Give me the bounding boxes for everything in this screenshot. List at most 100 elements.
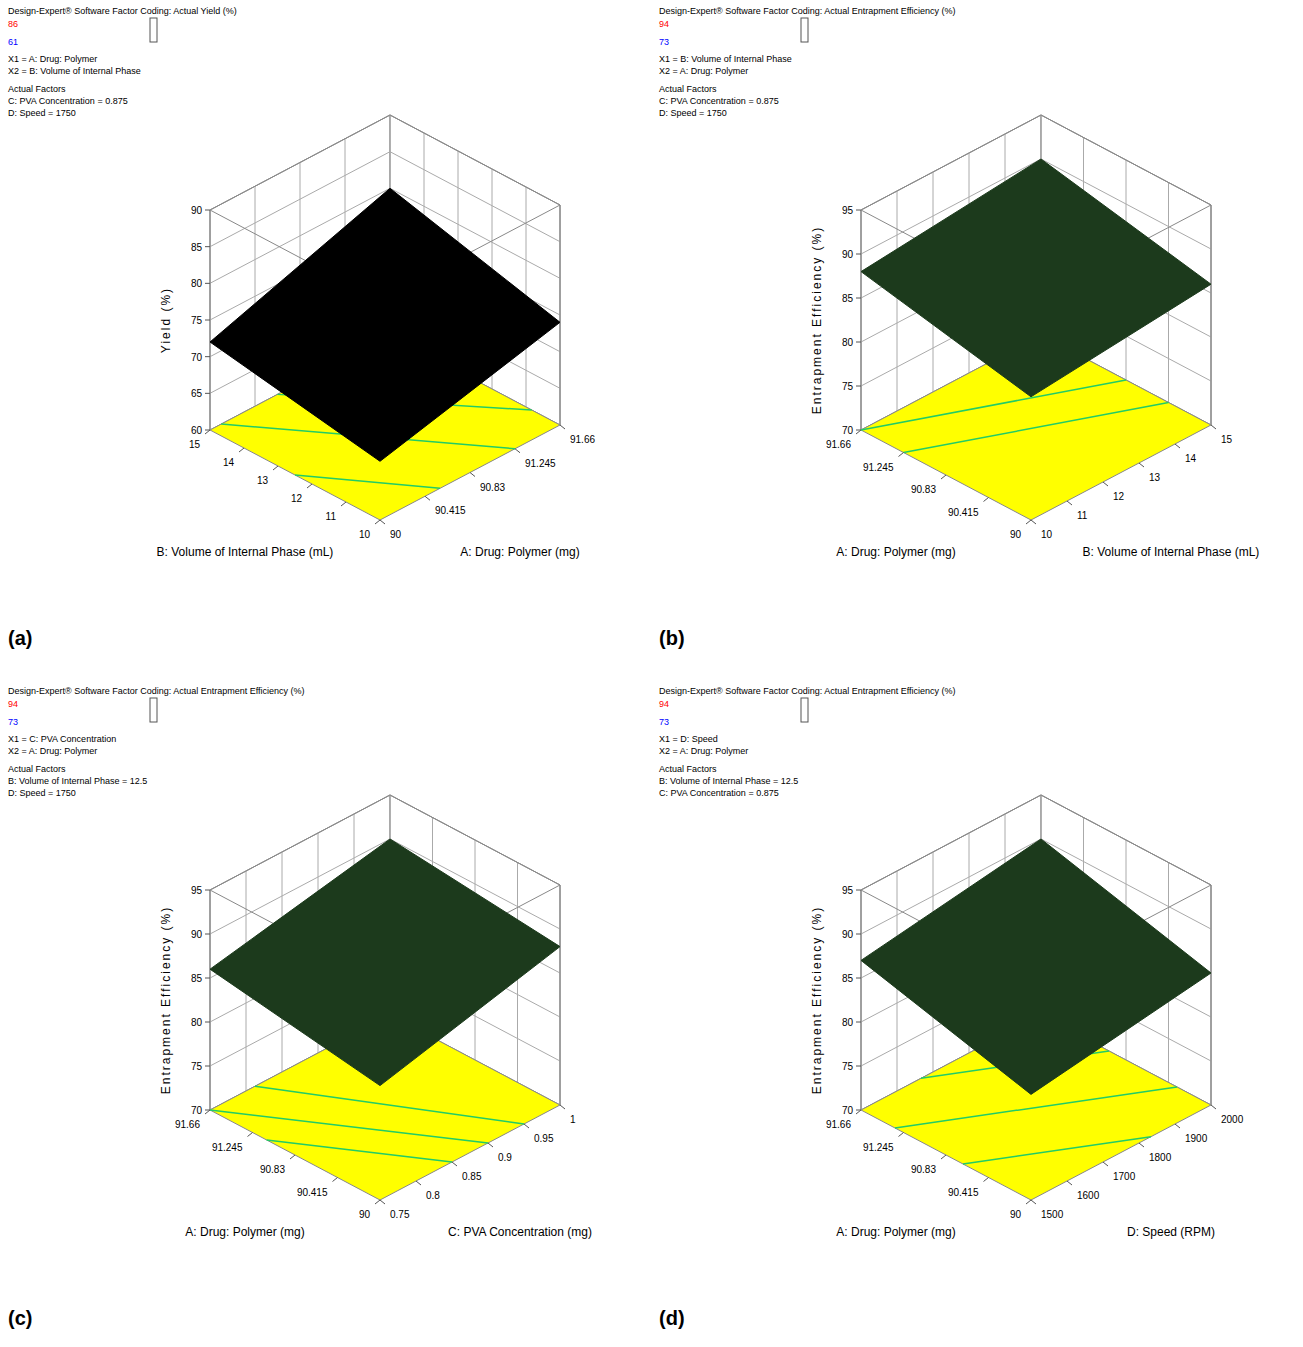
header: Design-Expert® Software Factor Coding: A… <box>659 686 956 696</box>
tick-label: 90 <box>191 205 203 216</box>
tick-label: 80 <box>191 1017 203 1028</box>
tick <box>205 246 210 247</box>
actual-factors-title: Actual Factors <box>659 84 717 94</box>
tick <box>205 356 210 357</box>
tick-label: 14 <box>223 457 235 468</box>
axis-title: A: Drug: Polymer (mg) <box>460 545 579 559</box>
tick-label: 75 <box>191 1061 203 1072</box>
tick <box>856 1066 861 1067</box>
tick <box>452 1162 457 1166</box>
tick <box>488 1143 493 1147</box>
tick-label: 90.415 <box>435 505 466 516</box>
box-edge <box>1211 205 1212 425</box>
factor-x2: X2 = A: Drug: Polymer <box>659 66 748 76</box>
surface-group <box>210 188 560 461</box>
tick-label: 90 <box>359 1209 371 1220</box>
axis-title: D: Speed (RPM) <box>1127 1225 1215 1239</box>
tick <box>1175 1124 1180 1128</box>
tick <box>1031 1200 1036 1204</box>
header: Design-Expert® Software Factor Coding: A… <box>8 6 237 16</box>
grid-line <box>560 885 561 1105</box>
axis-title: C: PVA Concentration (mg) <box>448 1225 592 1239</box>
tick-label: 95 <box>842 205 854 216</box>
panel-letter: (c) <box>8 1307 32 1329</box>
panel: Design-Expert® Software Factor Coding: A… <box>659 686 1244 1329</box>
tick <box>899 453 904 457</box>
colorbar-max: 86 <box>8 19 18 29</box>
tick <box>333 1178 338 1182</box>
colorbar-min: 73 <box>659 37 669 47</box>
tick <box>856 342 861 343</box>
figure: Design-Expert® Software Factor Coding: A… <box>0 0 1303 1347</box>
panel: Design-Expert® Software Factor Coding: A… <box>8 6 595 649</box>
tick-label: 95 <box>842 885 854 896</box>
tick <box>856 430 861 434</box>
tick <box>856 386 861 387</box>
tick-label: 91.66 <box>826 1119 851 1130</box>
tick-label: 60 <box>191 425 203 436</box>
axis-title: A: Drug: Polymer (mg) <box>836 1225 955 1239</box>
tick <box>984 1178 989 1182</box>
axis-title: Entrapment Efficiency (%) <box>810 906 824 1095</box>
actual-factor: B: Volume of Internal Phase = 12.5 <box>659 776 798 786</box>
tick <box>856 430 861 431</box>
grid-line <box>1211 205 1212 425</box>
header: Design-Expert® Software Factor Coding: A… <box>8 686 305 696</box>
contour <box>255 1086 524 1124</box>
tick <box>984 498 989 502</box>
tick <box>205 210 210 211</box>
tick <box>380 1200 385 1204</box>
tick <box>205 890 210 891</box>
tick-label: 0.85 <box>462 1171 482 1182</box>
axis-title: Entrapment Efficiency (%) <box>810 226 824 415</box>
tick <box>856 978 861 979</box>
tick <box>1026 520 1031 524</box>
tick <box>205 283 210 284</box>
panel-letter: (a) <box>8 627 32 649</box>
panel: Design-Expert® Software Factor Coding: A… <box>8 686 592 1329</box>
contour <box>210 1110 488 1143</box>
header: Design-Expert® Software Factor Coding: A… <box>659 6 956 16</box>
factor-x1: X1 = B: Volume of Internal Phase <box>659 54 792 64</box>
box-edge <box>210 890 211 1110</box>
tick <box>205 1066 210 1067</box>
tick-label: 91.245 <box>212 1142 243 1153</box>
tick <box>1175 444 1180 448</box>
tick-label: 70 <box>191 1105 203 1116</box>
tick <box>560 1105 565 1109</box>
colorbar <box>150 698 157 722</box>
tick-label: 91.245 <box>525 458 556 469</box>
tick <box>425 496 430 500</box>
tick <box>205 393 210 394</box>
panel: Design-Expert® Software Factor Coding: A… <box>659 6 1259 649</box>
contour <box>963 1137 1151 1164</box>
contour <box>267 1140 452 1162</box>
tick <box>524 1124 529 1128</box>
axis-title: B: Volume of Internal Phase (mL) <box>1083 545 1260 559</box>
axis-title: Entrapment Efficiency (%) <box>159 906 173 1095</box>
tick-label: 12 <box>1113 491 1125 502</box>
tick <box>1211 1105 1216 1109</box>
colorbar-max: 94 <box>659 699 669 709</box>
contour <box>295 475 440 488</box>
surface <box>861 839 1211 1094</box>
tick <box>307 484 312 488</box>
box-edge <box>560 205 561 425</box>
tick-label: 0.9 <box>498 1152 512 1163</box>
actual-factor: D: Speed = 1750 <box>8 788 76 798</box>
tick-label: 90 <box>842 249 854 260</box>
surface <box>210 188 560 461</box>
tick-label: 91.245 <box>863 1142 894 1153</box>
colorbar <box>801 18 808 42</box>
tick-label: 1500 <box>1041 1209 1064 1220</box>
actual-factors-title: Actual Factors <box>659 764 717 774</box>
tick-label: 90 <box>1010 529 1022 540</box>
colorbar-min: 73 <box>8 717 18 727</box>
grid-line <box>897 191 898 411</box>
tick <box>205 934 210 935</box>
tick-label: 0.95 <box>534 1133 554 1144</box>
colorbar <box>801 698 808 722</box>
box-edge <box>861 210 862 430</box>
tick <box>375 1200 380 1204</box>
tick-label: 70 <box>842 1105 854 1116</box>
